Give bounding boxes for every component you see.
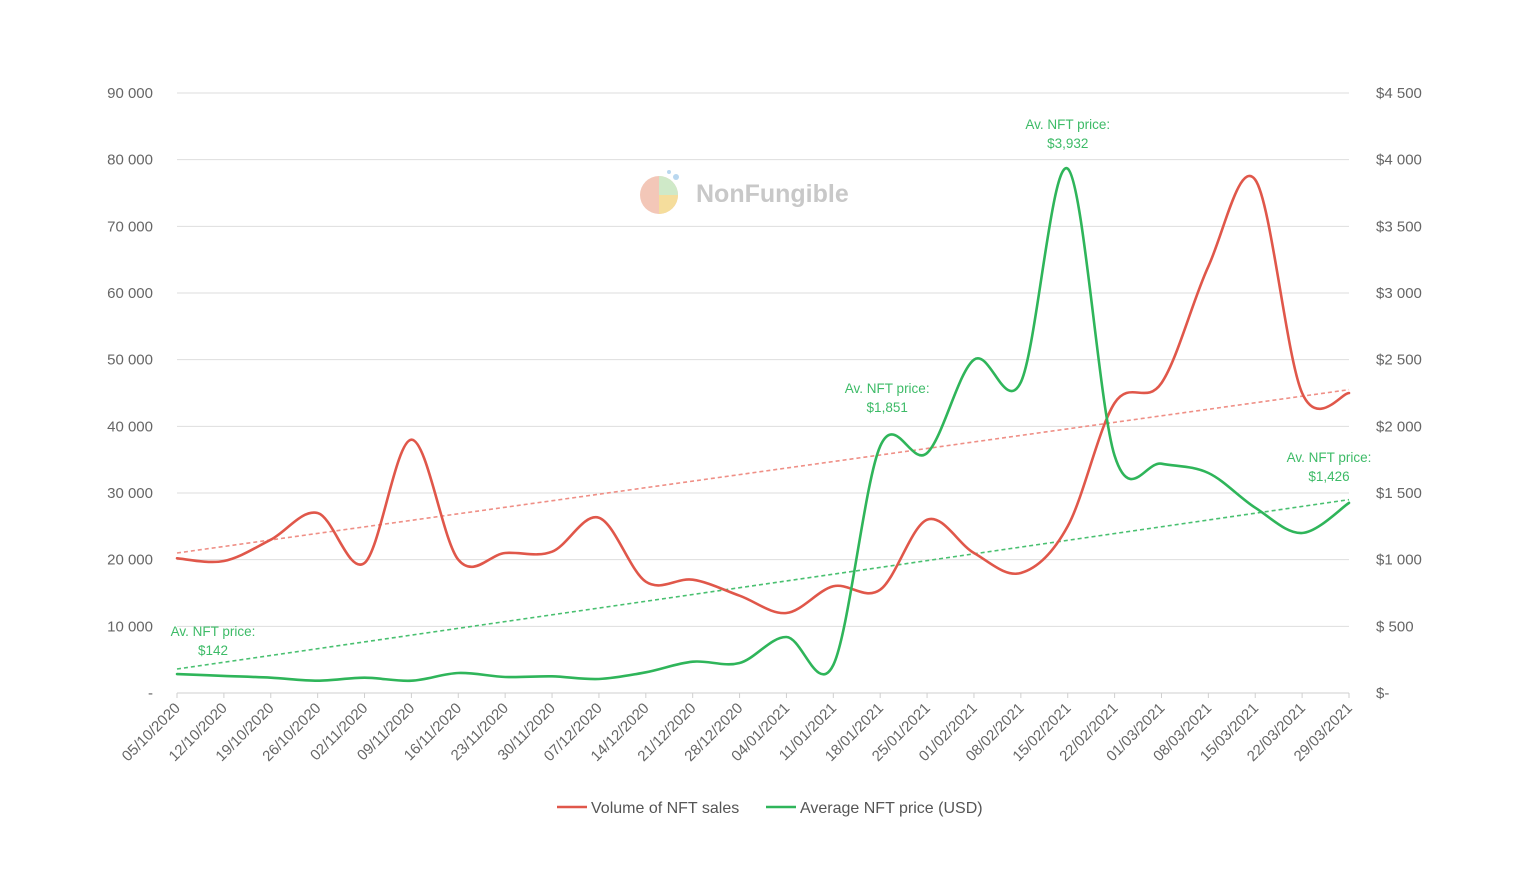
right-tick-label: $1 500 xyxy=(1376,485,1422,502)
right-tick-label: $ 500 xyxy=(1376,618,1414,635)
right-axis-ticks: $- $ 500 $1 000 $1 500 $2 000 $2 500 $3 000 $3 … xyxy=(1376,85,1422,702)
legend: Volume of NFT sales Average NFT price (US… xyxy=(557,800,983,817)
annotation-value: $142 xyxy=(198,643,228,658)
annotation-value: $3,932 xyxy=(1047,136,1088,151)
annotation-value: $1,426 xyxy=(1308,469,1349,484)
left-tick-label: 30 000 xyxy=(107,485,153,502)
watermark-text: NonFungible xyxy=(696,180,849,208)
right-tick-label: $- xyxy=(1376,685,1389,702)
annotation-label: Av. NFT price: xyxy=(1287,450,1372,465)
right-tick-label: $3 500 xyxy=(1376,218,1422,235)
left-tick-label: 70 000 xyxy=(107,218,153,235)
gridlines xyxy=(177,92,1349,694)
x-axis-ticks: 05/10/202012/10/202019/10/202026/10/2020… xyxy=(119,693,1356,765)
left-tick-label: 50 000 xyxy=(107,352,153,369)
right-tick-label: $3 000 xyxy=(1376,285,1422,302)
right-tick-label: $1 000 xyxy=(1376,552,1422,569)
right-tick-label: $2 500 xyxy=(1376,352,1422,369)
right-tick-label: $2 000 xyxy=(1376,418,1422,435)
left-tick-label: - xyxy=(148,685,153,702)
watermark: NonFungible xyxy=(640,170,849,214)
left-tick-label: 20 000 xyxy=(107,552,153,569)
left-tick-label: 60 000 xyxy=(107,285,153,302)
left-tick-label: 40 000 xyxy=(107,418,153,435)
right-tick-label: $4 500 xyxy=(1376,85,1422,102)
trendlines xyxy=(176,388,1350,670)
volume-series-line xyxy=(175,175,1351,615)
annotation-label: Av. NFT price: xyxy=(171,624,256,639)
price-trendline xyxy=(176,498,1350,670)
series-lines xyxy=(175,167,1351,683)
left-tick-label: 10 000 xyxy=(107,618,153,635)
legend-entry: Volume of NFT sales xyxy=(591,800,739,817)
volume-trendline xyxy=(176,388,1350,554)
annotation-label: Av. NFT price: xyxy=(1025,117,1110,132)
left-axis-ticks: - 10 000 20 000 30 000 40 000 50 000 60 000 70 … xyxy=(107,85,153,702)
annotation-value: $1,851 xyxy=(867,400,908,415)
left-tick-label: 90 000 xyxy=(107,85,153,102)
left-tick-label: 80 000 xyxy=(107,152,153,169)
nonfungible-logo-icon xyxy=(640,170,679,214)
annotation-label: Av. NFT price: xyxy=(845,381,930,396)
legend-entry: Average NFT price (USD) xyxy=(800,800,983,817)
annotations: Av. NFT price: $142 Av. NFT price: $1,851 Av… xyxy=(171,117,1372,658)
price-series-line xyxy=(175,167,1351,683)
right-tick-label: $4 000 xyxy=(1376,152,1422,169)
